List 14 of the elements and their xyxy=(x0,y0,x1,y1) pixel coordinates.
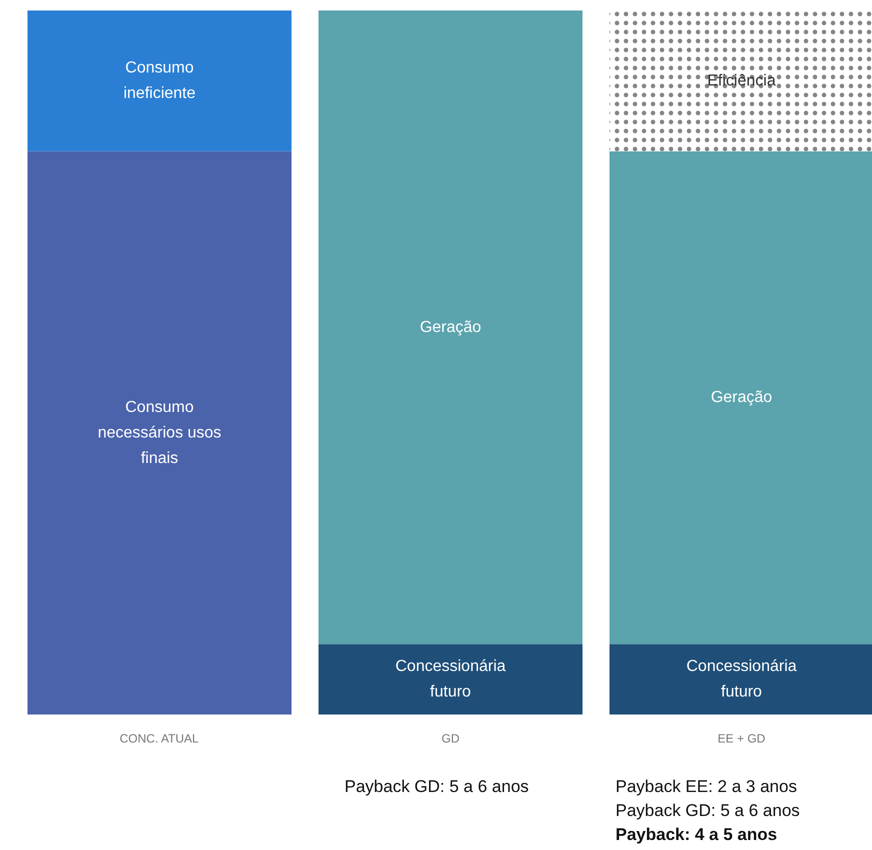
text: Payback GD: 5 a 6 anos xyxy=(344,777,529,796)
text: Payback: 4 a 5 anos xyxy=(616,825,778,844)
series-label: Consumo ineficiente xyxy=(123,60,196,102)
x-tick-label: EE + GD xyxy=(718,732,766,746)
text: Geração xyxy=(420,318,482,336)
series-label: Geração xyxy=(710,389,772,406)
text: Payback GD: 5 a 6 anos xyxy=(616,801,800,820)
series-label: Consumo necessários usos finais xyxy=(98,398,222,467)
series-label: Eficiência xyxy=(707,72,776,90)
series-label: Concessionária futuro xyxy=(395,658,506,701)
x-tick-label: GD xyxy=(442,732,460,746)
text: Concessionária futuro xyxy=(686,658,797,701)
text: Payback EE: 2 a 3 anos xyxy=(616,777,797,796)
x-tick-label: CONC. ATUAL xyxy=(120,732,200,746)
